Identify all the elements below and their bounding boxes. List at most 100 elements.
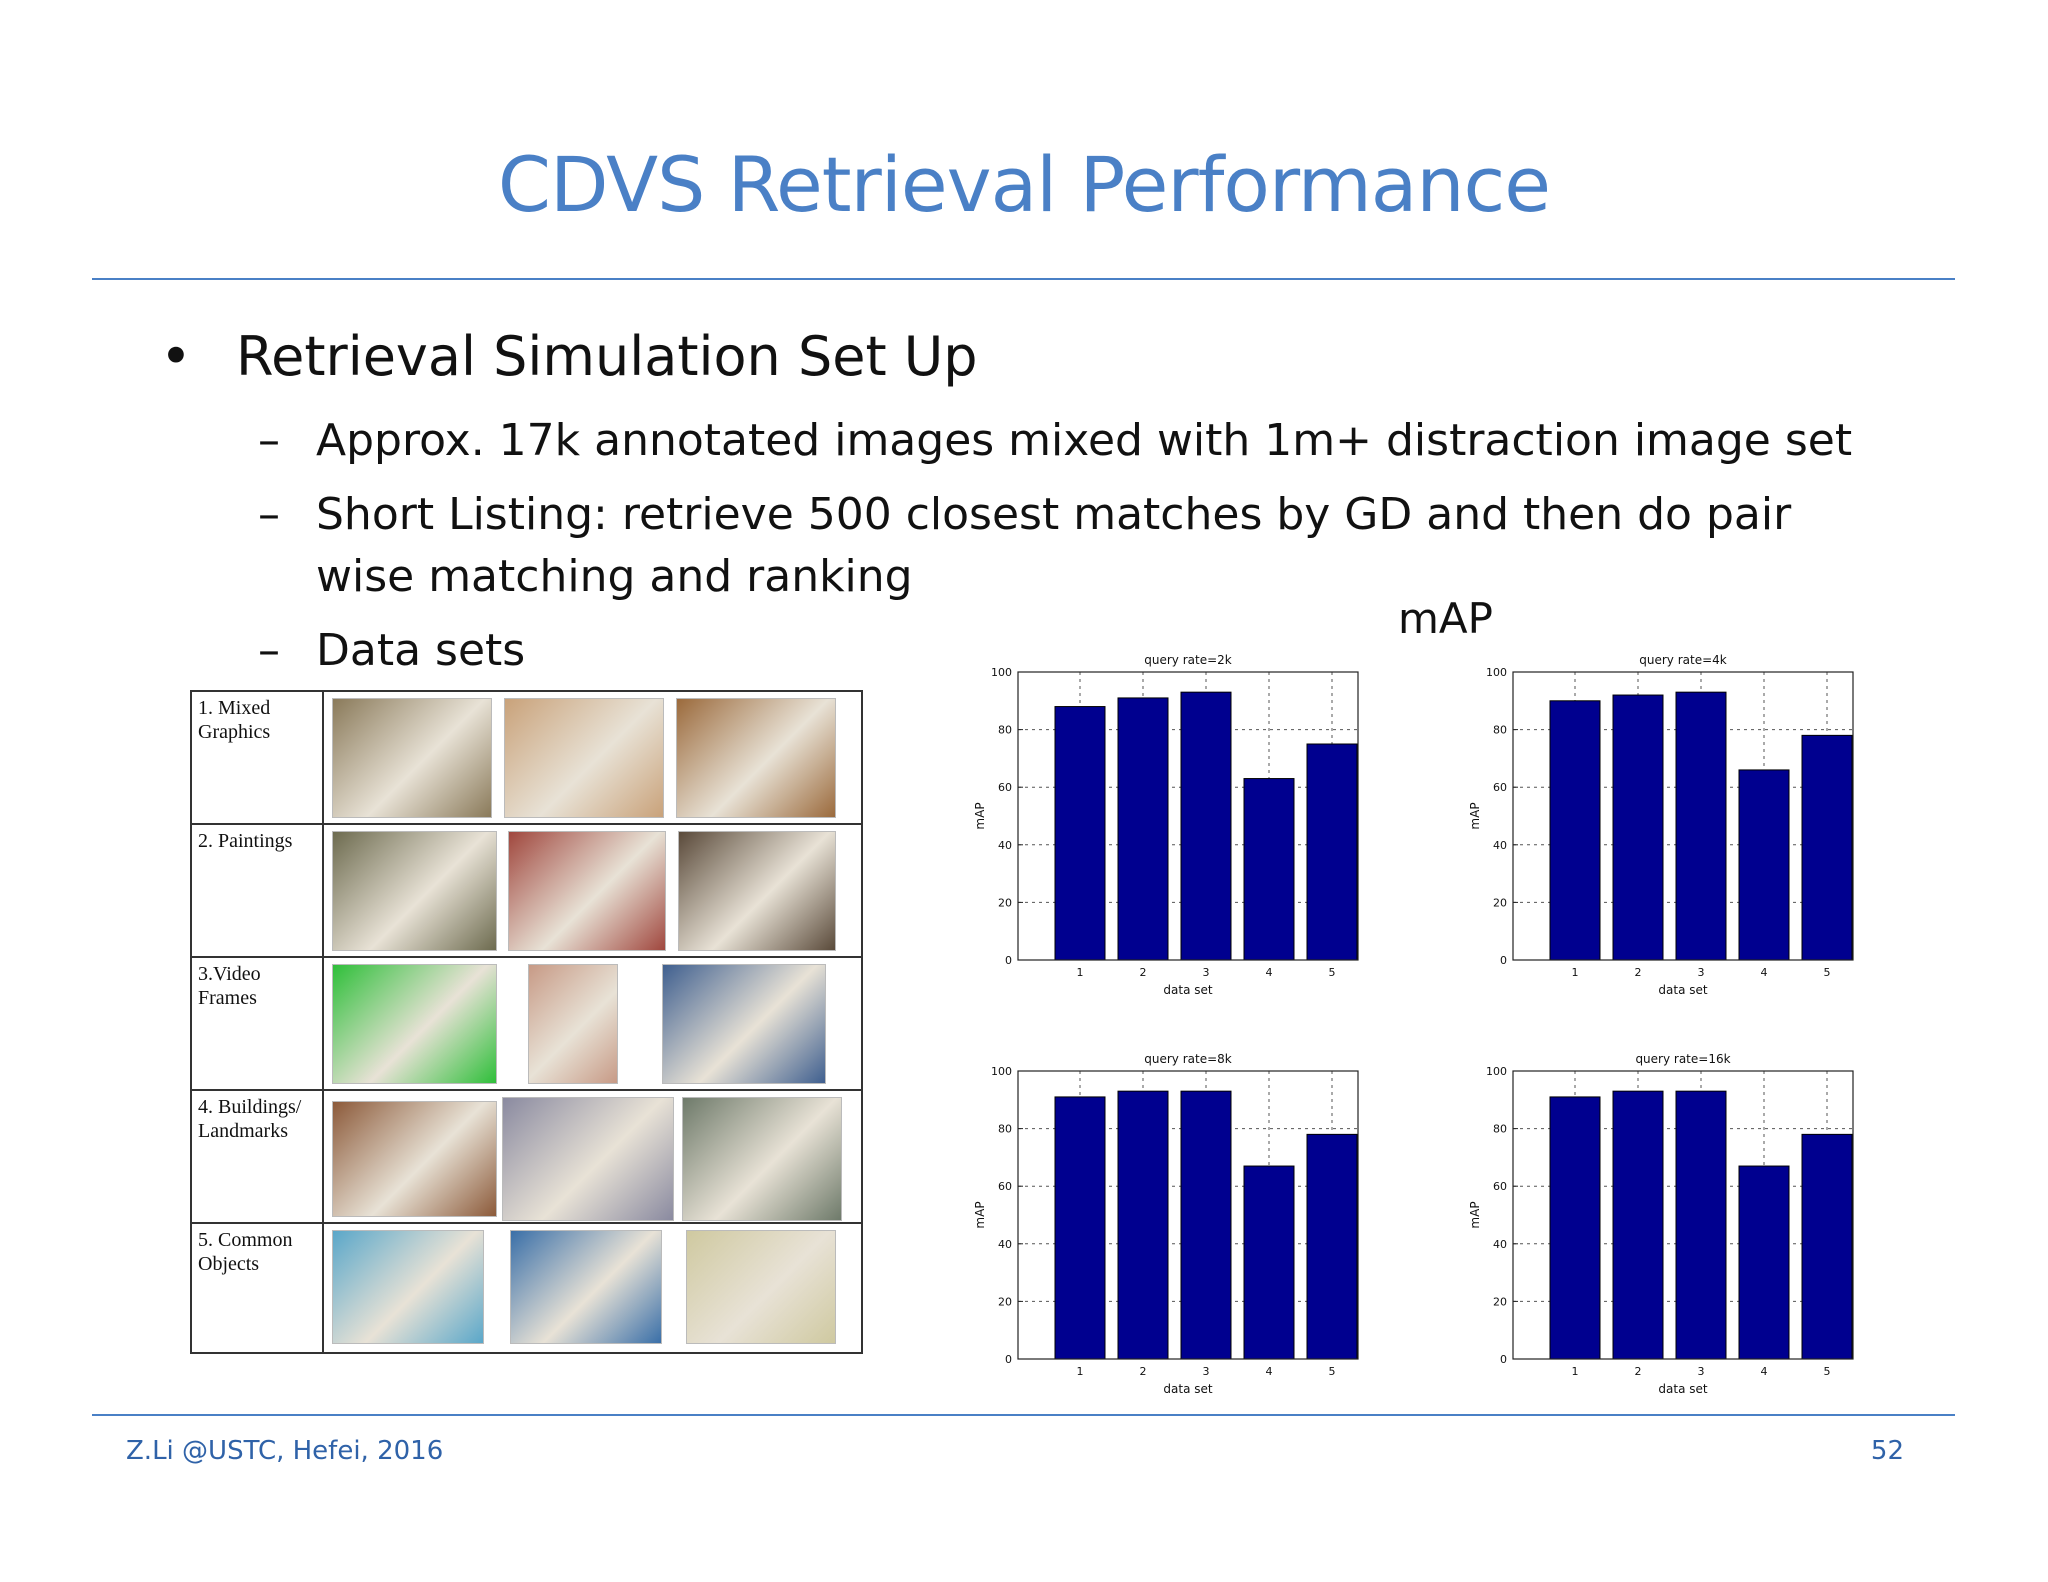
dataset-label: 3.Video Frames: [192, 958, 324, 1089]
y-axis-label: mAP: [973, 802, 987, 829]
x-tick-label: 4: [1761, 1365, 1768, 1378]
dataset-row: 5. Common Objects: [192, 1224, 861, 1352]
y-tick-label: 40: [1493, 1238, 1507, 1251]
bar: [1306, 1133, 1358, 1360]
chart-title: query rate=2k: [1144, 653, 1232, 667]
dash-marker: –: [258, 489, 280, 540]
dataset-image: [686, 1230, 836, 1344]
x-tick-label: 1: [1572, 1365, 1579, 1378]
x-tick-label: 4: [1761, 966, 1768, 979]
y-tick-label: 40: [1493, 839, 1507, 852]
bar: [1054, 706, 1106, 961]
x-axis-label: data set: [1658, 1382, 1707, 1396]
dataset-label: 5. Common Objects: [192, 1224, 324, 1352]
bar: [1180, 691, 1232, 961]
y-axis-label: mAP: [1468, 802, 1482, 829]
y-axis-label: mAP: [973, 1201, 987, 1228]
x-tick-label: 3: [1698, 1365, 1705, 1378]
x-axis-label: data set: [1163, 983, 1212, 997]
bar-chart-query-4k: query rate=4k 0 20 40 60 80 100 1 2 3 4 5 data set mA…: [1468, 653, 1854, 997]
dataset-label: 4. Buildings/ Landmarks: [192, 1091, 324, 1222]
bar: [1738, 769, 1790, 961]
chart-title: query rate=8k: [1144, 1052, 1232, 1066]
x-tick-label: 3: [1203, 966, 1210, 979]
dataset-image: [332, 1230, 484, 1344]
bar: [1549, 1096, 1601, 1360]
y-tick-label: 80: [998, 1123, 1012, 1136]
bar: [1243, 1165, 1295, 1360]
bar: [1675, 1090, 1727, 1360]
footer-divider: [92, 1414, 1955, 1416]
bar: [1549, 700, 1601, 961]
x-tick-label: 2: [1635, 1365, 1642, 1378]
x-axis-label: data set: [1658, 983, 1707, 997]
y-tick-label: 60: [998, 1180, 1012, 1193]
x-axis-label: data set: [1163, 1382, 1212, 1396]
dataset-image: [508, 831, 666, 951]
dataset-image: [332, 698, 492, 818]
y-axis-label: mAP: [1468, 1201, 1482, 1228]
bar: [1117, 1090, 1169, 1360]
x-tick-label: 5: [1824, 1365, 1831, 1378]
bar: [1117, 697, 1169, 961]
y-tick-label: 0: [1500, 954, 1507, 967]
bar: [1675, 691, 1727, 961]
x-tick-label: 2: [1140, 1365, 1147, 1378]
y-tick-label: 20: [1493, 896, 1507, 909]
dataset-row: 1. Mixed Graphics: [192, 692, 861, 825]
dataset-image: [682, 1097, 842, 1221]
x-tick-label: 2: [1635, 966, 1642, 979]
bullet-dot: •: [160, 325, 192, 388]
y-tick-label: 0: [1005, 954, 1012, 967]
dataset-image: [504, 698, 664, 818]
dataset-row: 3.Video Frames: [192, 958, 861, 1091]
plot-frame: [1512, 671, 1854, 961]
chart-title: query rate=16k: [1635, 1052, 1730, 1066]
dataset-label: 2. Paintings: [192, 825, 324, 956]
chart-title: query rate=4k: [1639, 653, 1727, 667]
x-tick-label: 1: [1077, 966, 1084, 979]
y-tick-label: 0: [1500, 1353, 1507, 1366]
dataset-row: 2. Paintings: [192, 825, 861, 958]
title-divider: [92, 278, 1955, 280]
x-tick-label: 4: [1266, 1365, 1273, 1378]
bar: [1180, 1090, 1232, 1360]
x-tick-label: 5: [1329, 966, 1336, 979]
bar-chart-query-2k: query rate=2k 0 20 40 60 80 100 1 2 3 4 5 data set mA…: [973, 653, 1359, 997]
bar: [1612, 1090, 1664, 1360]
dataset-image: [528, 964, 618, 1084]
dataset-label: 1. Mixed Graphics: [192, 692, 324, 823]
footer-author: Z.Li @USTC, Hefei, 2016: [126, 1436, 444, 1466]
dataset-row: 4. Buildings/ Landmarks: [192, 1091, 861, 1224]
y-tick-label: 80: [1493, 1123, 1507, 1136]
bar: [1801, 734, 1853, 961]
bar: [1054, 1096, 1106, 1360]
y-tick-label: 80: [998, 724, 1012, 737]
bar: [1738, 1165, 1790, 1360]
plot-frame: [1512, 1070, 1854, 1360]
x-tick-label: 3: [1698, 966, 1705, 979]
plot-frame: [1017, 1070, 1359, 1360]
main-bullet-text: Retrieval Simulation Set Up: [236, 325, 978, 388]
dataset-image: [502, 1097, 674, 1221]
dataset-image: [332, 964, 497, 1084]
dataset-image: [662, 964, 826, 1084]
dataset-image: [678, 831, 836, 951]
dataset-image: [510, 1230, 662, 1344]
y-tick-label: 100: [991, 666, 1012, 679]
sub-bullet-text: Approx. 17k annotated images mixed with …: [316, 415, 1853, 466]
y-tick-label: 20: [1493, 1295, 1507, 1308]
bar: [1801, 1133, 1853, 1360]
dash-marker: –: [258, 625, 280, 676]
x-tick-label: 1: [1572, 966, 1579, 979]
bar-chart-query-8k: query rate=8k 0 20 40 60 80 100 1 2 3 4 5 data set mA…: [973, 1052, 1359, 1396]
x-tick-label: 5: [1329, 1365, 1336, 1378]
bar-chart-query-16k: query rate=16k 0 20 40 60 80 100 1 2 3 4 5 data set m…: [1468, 1052, 1854, 1396]
map-label: mAP: [1398, 594, 1493, 643]
dataset-image: [332, 1101, 497, 1217]
page-number: 52: [1870, 1436, 1904, 1466]
x-tick-label: 3: [1203, 1365, 1210, 1378]
x-tick-label: 1: [1077, 1365, 1084, 1378]
y-tick-label: 80: [1493, 724, 1507, 737]
dash-marker: –: [258, 415, 280, 466]
